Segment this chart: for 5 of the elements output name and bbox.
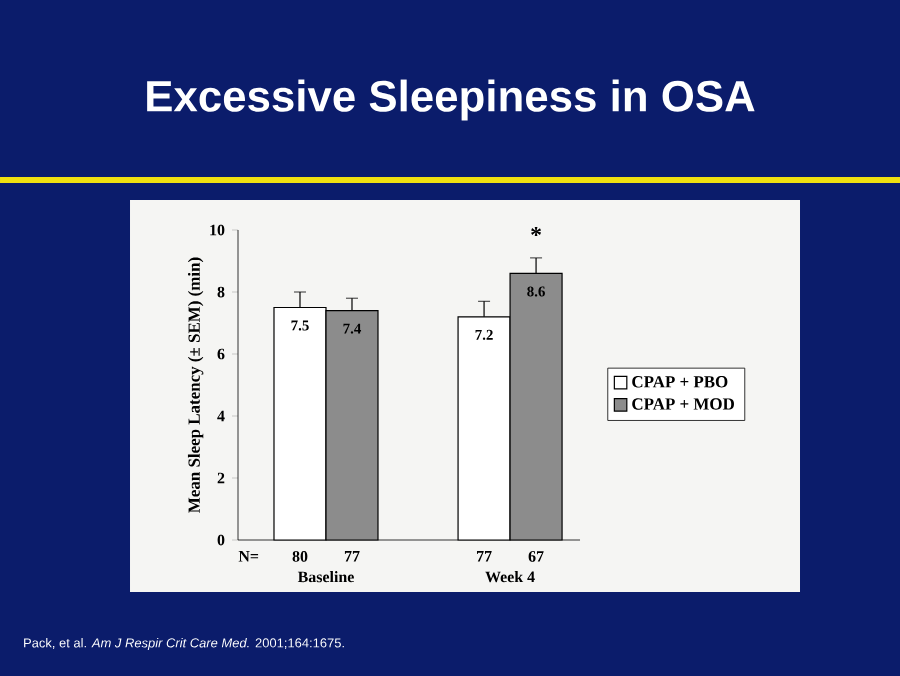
legend-label: CPAP + MOD xyxy=(632,398,734,410)
annotation: * xyxy=(531,227,542,237)
chart-title: Excessive Sleepiness in OSA xyxy=(147,79,755,121)
y-axis-title: Mean Sleep Latency (± SEM) (min) xyxy=(187,257,204,513)
legend-label: CPAP + PBO xyxy=(632,376,728,388)
